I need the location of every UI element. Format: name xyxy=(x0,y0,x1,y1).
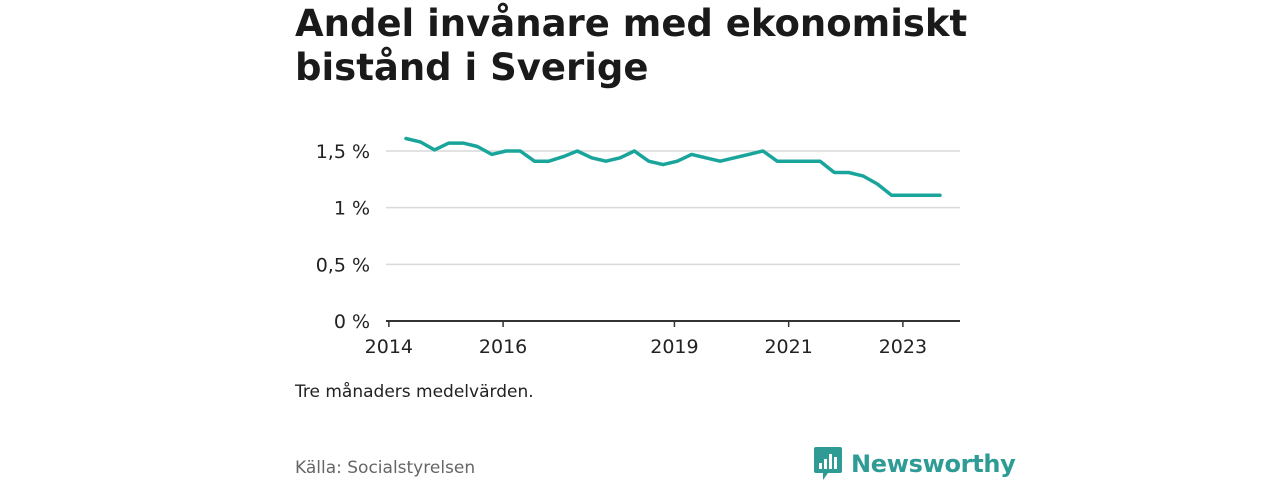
brand-name: Newsworthy xyxy=(851,450,1016,478)
chart-title: Andel invånare med ekonomiskt bistånd i … xyxy=(295,2,995,90)
chart-title-line-1: Andel invånare med ekonomiskt xyxy=(295,2,968,45)
series-line xyxy=(404,136,942,197)
y-tick-label: 0,5 % xyxy=(316,254,370,276)
x-tick-label: 2016 xyxy=(479,336,527,358)
brand-logo[interactable]: Newsworthy xyxy=(814,447,1016,481)
chart-note: Tre månaders medelvärden. xyxy=(295,382,534,402)
x-tick-label: 2019 xyxy=(650,336,698,358)
chart-title-line-2: bistånd i Sverige xyxy=(295,46,649,89)
x-tick-label: 2021 xyxy=(764,336,812,358)
y-tick-label: 1 % xyxy=(334,198,370,220)
source-label: Källa: Socialstyrelsen xyxy=(295,458,476,478)
y-tick-label: 1,5 % xyxy=(316,141,370,163)
x-tick-label: 2023 xyxy=(879,336,927,358)
newsworthy-logo-icon xyxy=(814,447,842,480)
y-tick-label: 0 % xyxy=(334,311,370,333)
x-tick-label: 2014 xyxy=(365,336,413,358)
